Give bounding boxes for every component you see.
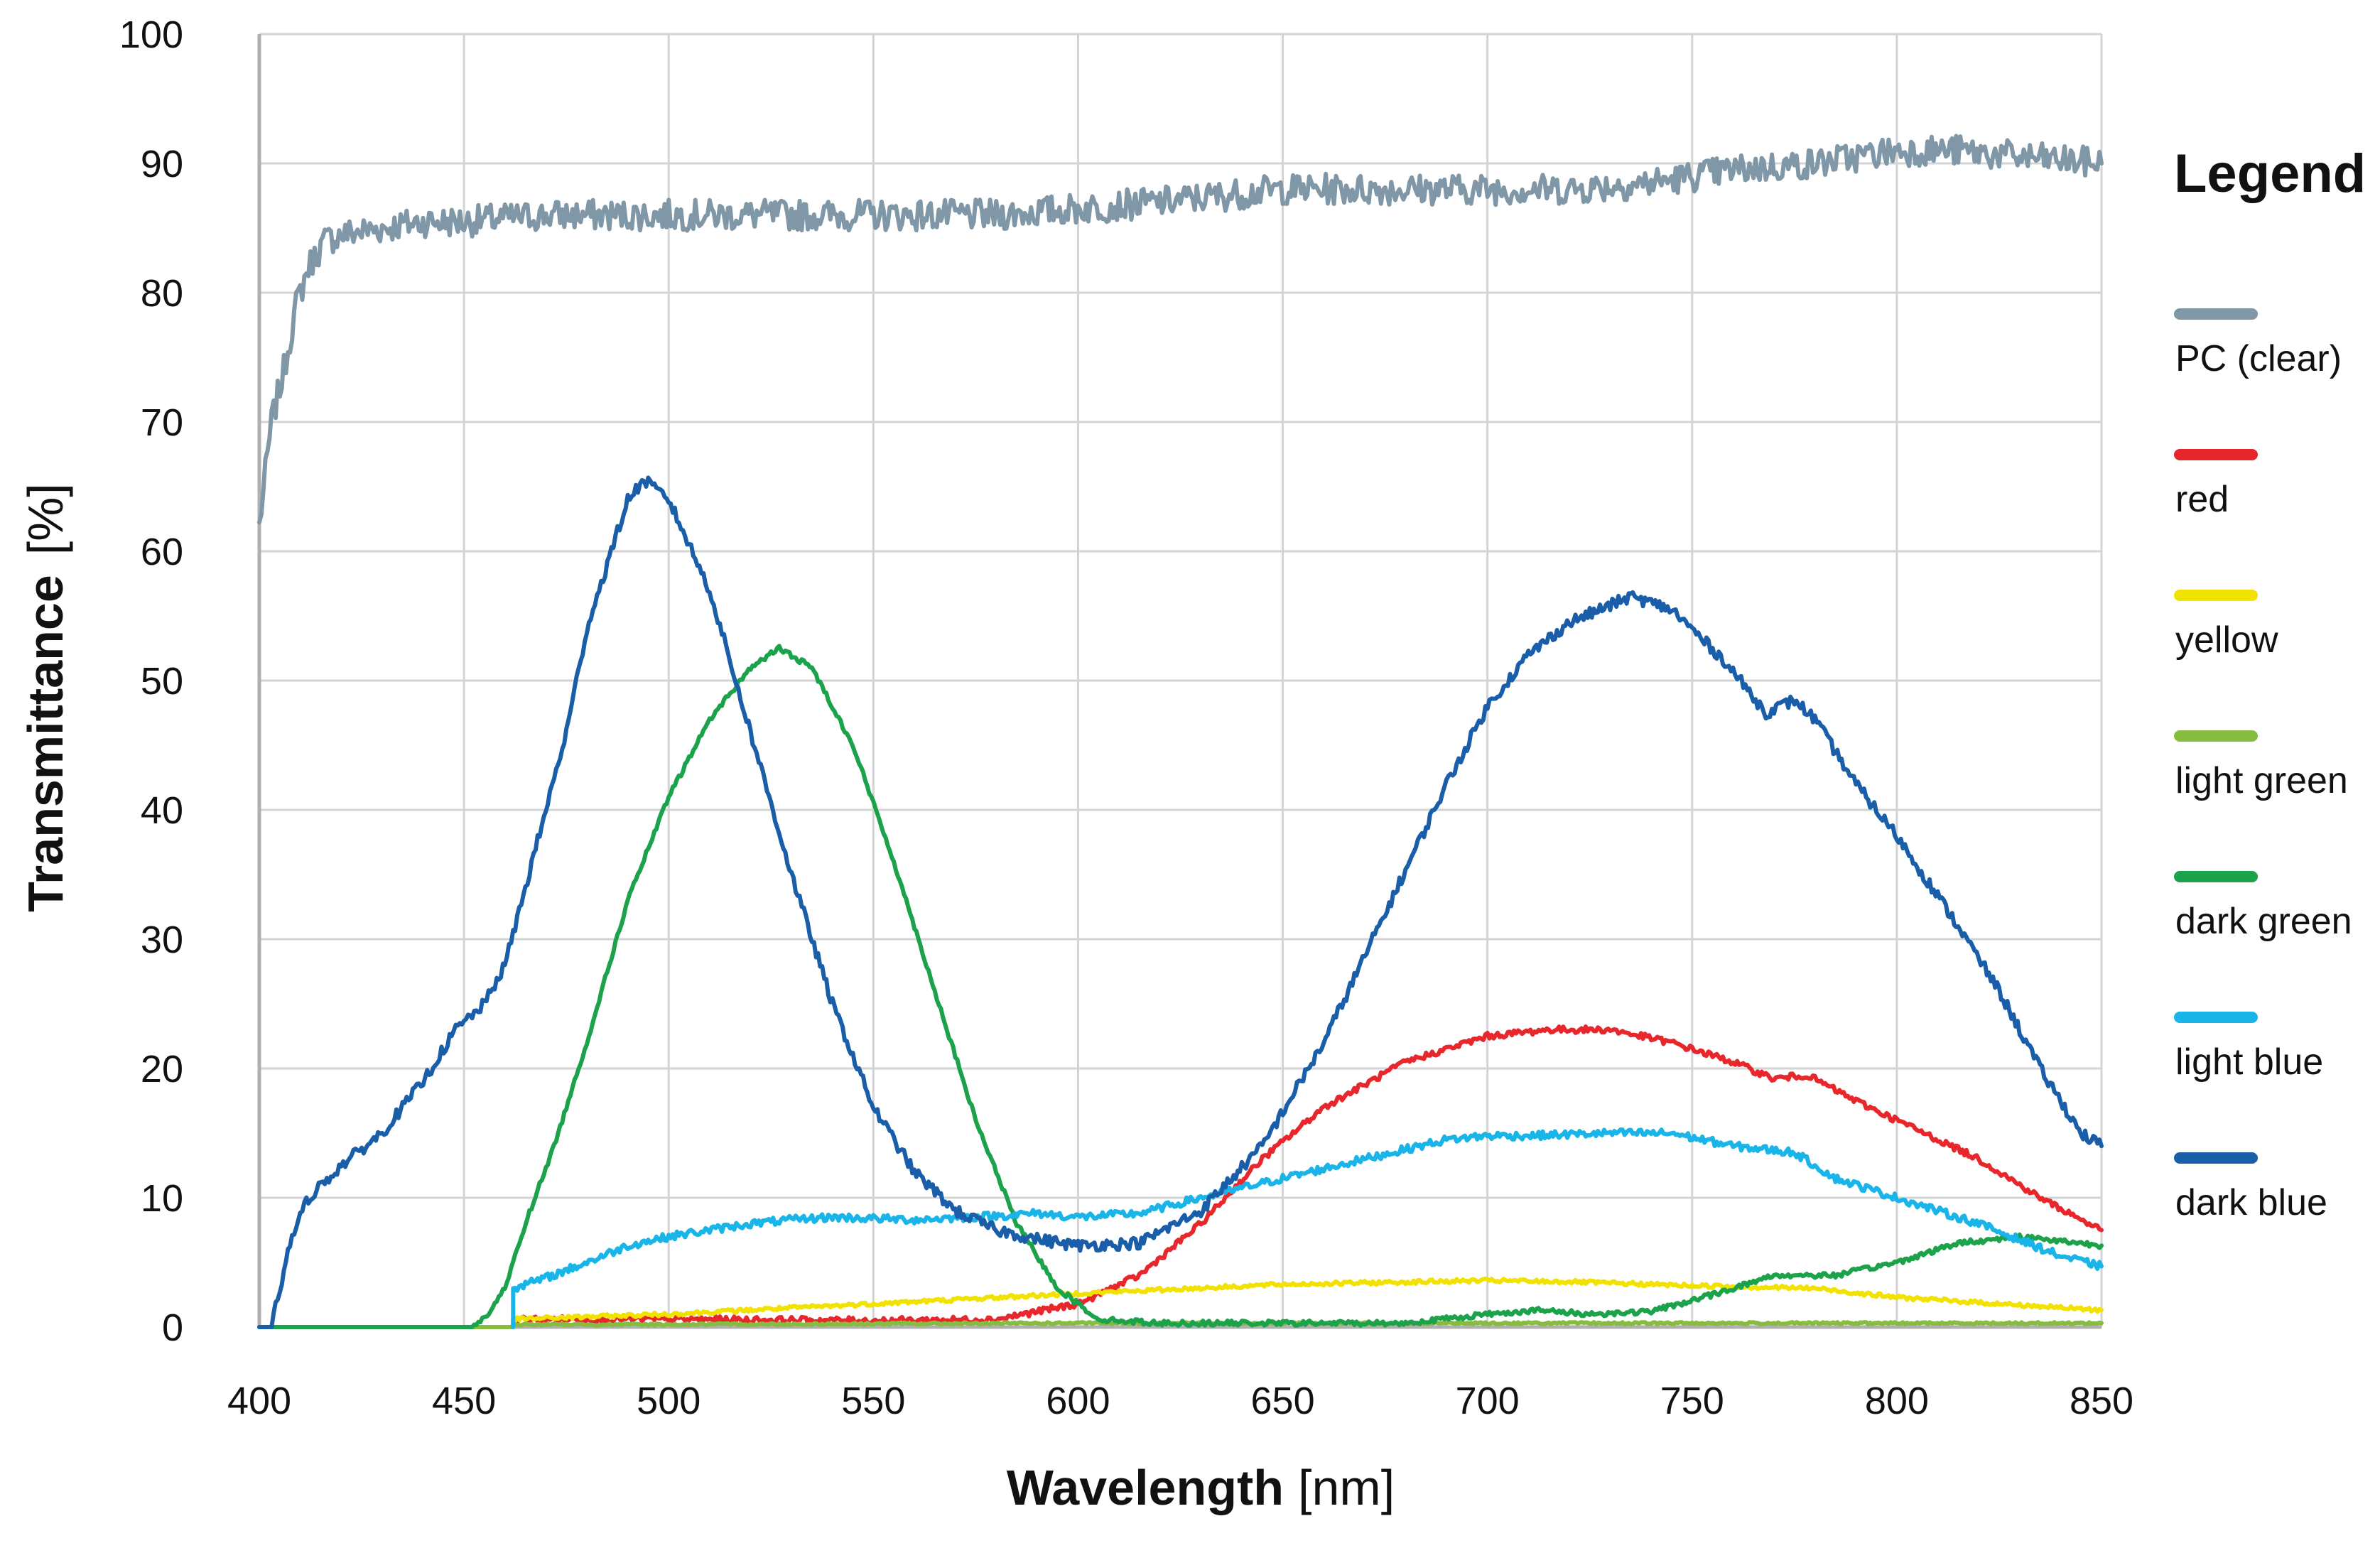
x-tick-label-2: 500 [637, 1380, 701, 1422]
series-line-yellow [511, 1276, 2104, 1329]
y-tick-label-4: 40 [141, 789, 183, 832]
y-tick-label-1: 10 [141, 1177, 183, 1220]
tick-labels: 400 450 500 550 600 650 700 750 800 850 0 10 20 30 40 5… [119, 13, 2133, 1422]
x-tick-label-6: 700 [1456, 1380, 1520, 1422]
x-tick-label-1: 450 [432, 1380, 496, 1422]
y-tick-label-3: 30 [141, 919, 183, 961]
x-tick-label-7: 750 [1660, 1380, 1724, 1422]
legend-label-light-blue: light blue [2175, 1041, 2323, 1083]
series-line-light-blue [511, 1127, 2104, 1329]
x-tick-label-9: 850 [2070, 1380, 2133, 1422]
grid-lines [257, 33, 2103, 1329]
y-tick-label-8: 80 [141, 272, 183, 315]
x-axis-label: Wavelength [1007, 1460, 1284, 1515]
legend: PC (clear) red yellow light green dark green… [2174, 308, 2352, 1223]
y-tick-label-10: 100 [119, 13, 183, 56]
y-tick-label-5: 50 [141, 660, 183, 703]
y-axis-label: Transmittance [18, 575, 73, 912]
series-line-pc-clear [257, 134, 2104, 525]
legend-label-dark-blue: dark blue [2175, 1182, 2327, 1223]
legend-label-dark-green: dark green [2175, 901, 2352, 942]
y-tick-label-6: 60 [141, 531, 183, 573]
x-tick-label-0: 400 [227, 1380, 291, 1422]
y-axis-unit: [%] [18, 483, 73, 555]
legend-title: Legend [2174, 144, 2366, 204]
legend-label-pc-clear: PC (clear) [2175, 338, 2342, 379]
y-tick-label-9: 90 [141, 143, 183, 185]
series-lines [257, 134, 2104, 1329]
x-axis-title: Wavelength [nm] [1007, 1460, 1395, 1515]
x-tick-label-4: 600 [1046, 1380, 1110, 1422]
series-line-red [511, 1024, 2104, 1329]
series-line-dark-green [257, 644, 2104, 1329]
legend-label-red: red [2175, 479, 2229, 520]
x-tick-label-8: 800 [1865, 1380, 1929, 1422]
x-tick-label-3: 550 [841, 1380, 905, 1422]
y-tick-label-7: 70 [141, 401, 183, 444]
x-axis-unit: [nm] [1298, 1460, 1395, 1515]
legend-label-light-green: light green [2175, 760, 2348, 801]
legend-label-yellow: yellow [2175, 619, 2278, 661]
y-tick-label-2: 20 [141, 1048, 183, 1090]
y-tick-label-0: 0 [162, 1306, 183, 1349]
y-axis-title: Transmittance [%] [18, 483, 73, 912]
series-line-dark-blue [257, 475, 2104, 1329]
x-tick-label-5: 650 [1251, 1380, 1315, 1422]
